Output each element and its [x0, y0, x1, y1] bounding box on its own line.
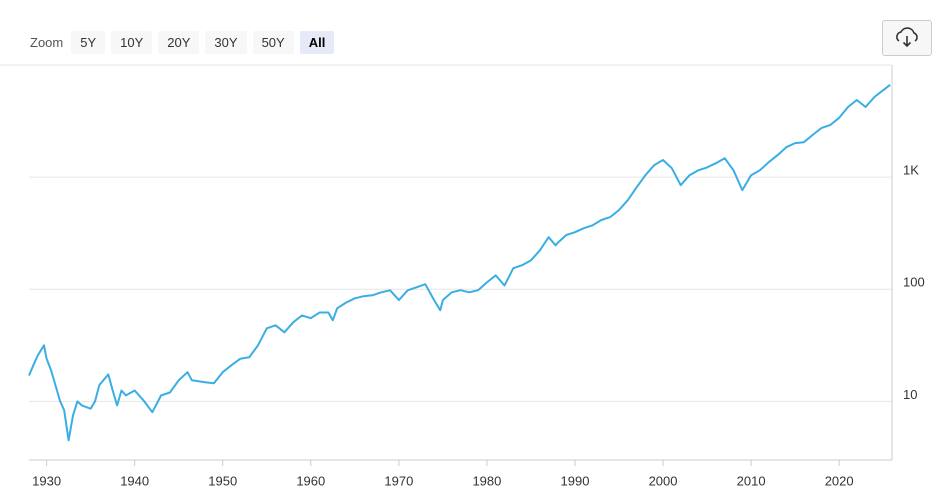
x-tick-label: 1960 [296, 473, 325, 488]
x-tick-label: 1930 [32, 473, 61, 488]
x-tick-label: 1990 [561, 473, 590, 488]
zoom-button[interactable]: 5Y [71, 31, 106, 54]
zoom-button[interactable]: All [299, 31, 335, 54]
x-tick-label: 1940 [120, 473, 149, 488]
zoom-label: Zoom [30, 35, 64, 50]
x-tick-label: 2010 [737, 473, 766, 488]
x-tick-label: 1980 [472, 473, 501, 488]
zoom-toolbar: Zoom 5Y 10Y 20Y 30Y 50Y All [30, 31, 335, 54]
zoom-button[interactable]: 50Y [252, 31, 294, 54]
download-button[interactable] [882, 20, 932, 56]
x-tick-label: 2000 [649, 473, 678, 488]
zoom-button[interactable]: 30Y [205, 31, 247, 54]
download-icon [896, 27, 918, 48]
zoom-button[interactable]: 10Y [111, 31, 153, 54]
x-tick-label: 2020 [825, 473, 854, 488]
y-tick-label: 1K [903, 163, 919, 178]
y-tick-label: 10 [903, 387, 917, 402]
data-line [28, 84, 891, 442]
x-tick-label: 1970 [384, 473, 413, 488]
x-tick-label: 1950 [208, 473, 237, 488]
zoom-button[interactable]: 20Y [158, 31, 200, 54]
y-tick-label: 100 [903, 275, 925, 290]
